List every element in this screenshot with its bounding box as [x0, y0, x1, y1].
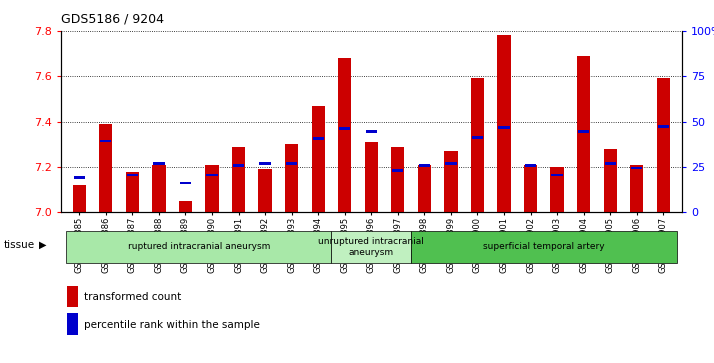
Bar — [339, 127, 351, 130]
Bar — [152, 165, 166, 212]
Bar — [100, 139, 111, 142]
Bar — [631, 167, 643, 170]
Bar — [313, 137, 324, 140]
Bar — [392, 169, 403, 172]
Bar — [233, 164, 244, 167]
Bar — [657, 78, 670, 212]
Bar — [66, 231, 331, 263]
Bar — [524, 165, 537, 212]
Text: percentile rank within the sample: percentile rank within the sample — [84, 319, 260, 330]
Bar — [206, 174, 218, 176]
Text: ruptured intracranial aneurysm: ruptured intracranial aneurysm — [128, 242, 270, 251]
Bar — [498, 36, 511, 212]
Bar — [365, 142, 378, 212]
Bar — [73, 185, 86, 212]
Bar — [577, 56, 590, 212]
Text: superficial temporal artery: superficial temporal artery — [483, 242, 605, 251]
Text: GDS5186 / 9204: GDS5186 / 9204 — [61, 13, 164, 26]
Text: transformed count: transformed count — [84, 292, 181, 302]
Bar — [338, 58, 351, 212]
Bar — [99, 124, 112, 212]
Bar — [658, 125, 669, 127]
Bar — [444, 151, 458, 212]
Text: tissue: tissue — [4, 240, 35, 250]
Bar — [67, 286, 78, 307]
Bar — [311, 106, 325, 212]
Bar — [418, 165, 431, 212]
Bar — [630, 165, 643, 212]
Bar — [411, 231, 677, 263]
Bar — [331, 231, 411, 263]
Bar — [471, 78, 484, 212]
Bar — [391, 147, 404, 212]
Bar — [126, 174, 138, 176]
Bar — [126, 172, 139, 212]
Bar — [74, 176, 85, 179]
Bar — [258, 169, 272, 212]
Bar — [418, 164, 430, 167]
Text: unruptured intracranial
aneurysm: unruptured intracranial aneurysm — [318, 237, 424, 257]
Bar — [525, 164, 536, 167]
Bar — [605, 162, 616, 165]
Bar — [154, 162, 164, 165]
Bar — [498, 126, 510, 129]
Bar — [446, 162, 456, 165]
Text: ▶: ▶ — [39, 240, 47, 250]
Bar — [603, 149, 617, 212]
Bar — [206, 165, 218, 212]
Bar — [180, 182, 191, 184]
Bar — [366, 130, 377, 133]
Bar — [472, 136, 483, 139]
Bar — [578, 130, 589, 133]
Bar — [550, 167, 564, 212]
Bar — [285, 144, 298, 212]
Bar — [232, 147, 245, 212]
Bar — [178, 201, 192, 212]
Bar — [67, 313, 78, 335]
Bar — [286, 162, 297, 165]
Bar — [259, 162, 271, 165]
Bar — [551, 174, 563, 176]
